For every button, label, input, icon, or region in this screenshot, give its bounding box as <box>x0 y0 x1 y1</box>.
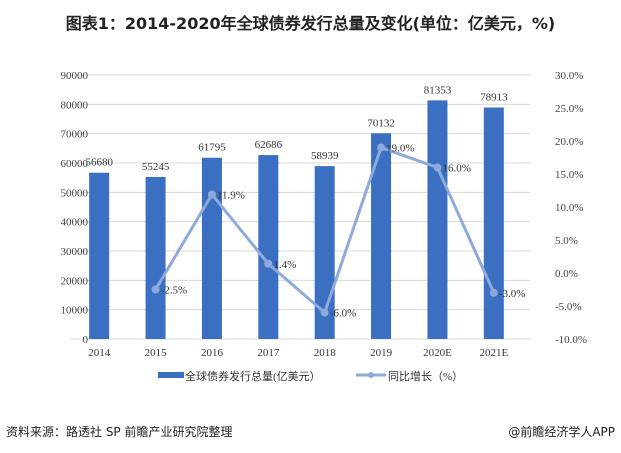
bar-label: 56680 <box>85 157 113 169</box>
line-label: 1.4% <box>273 259 296 271</box>
left-axis-tick: 70000 <box>61 129 89 141</box>
line-label: 19.0% <box>386 143 414 155</box>
credit: @前瞻经济学人APP <box>508 425 615 439</box>
bar <box>145 176 166 339</box>
left-axis-tick: 50000 <box>61 187 89 199</box>
x-axis-tick: 2021E <box>479 347 508 359</box>
right-axis-tick: -10.0% <box>555 334 587 346</box>
line-point <box>377 143 386 152</box>
line-label: 16.0% <box>442 162 470 174</box>
bar-label: 70132 <box>367 117 395 129</box>
line-point <box>489 288 498 297</box>
left-axis-tick: 40000 <box>61 217 89 229</box>
source-note: 资料来源：路透社 SP 前瞻产业研究院整理 <box>6 425 233 439</box>
bar-label: 61795 <box>198 142 226 154</box>
chart-title: 图表1：2014-2020年全球债券发行总量及变化(单位：亿美元，%) <box>65 14 556 33</box>
right-axis-tick: 30.0% <box>555 70 583 82</box>
bar-label: 81353 <box>424 84 452 96</box>
bar <box>427 100 448 339</box>
left-axis-tick: 90000 <box>61 70 89 82</box>
right-axis-tick: 15.0% <box>555 169 583 181</box>
line-label: 11.9% <box>217 189 245 201</box>
line-label: -6.0% <box>330 308 357 320</box>
line-point <box>264 259 273 268</box>
x-axis-tick: 2017 <box>257 347 280 359</box>
right-axis-tick: 10.0% <box>555 202 583 214</box>
x-axis-tick: 2018 <box>314 347 337 359</box>
left-axis-tick: 30000 <box>61 246 89 258</box>
bar <box>89 172 110 339</box>
x-axis-tick: 2014 <box>88 347 111 359</box>
bar-label: 58939 <box>311 150 339 162</box>
bar <box>258 155 279 339</box>
bar <box>201 157 222 339</box>
legend-line-label: 同比增长（%） <box>388 369 463 383</box>
bar-label: 78913 <box>480 92 508 104</box>
left-axis-tick: 10000 <box>61 305 89 317</box>
bar <box>371 133 392 339</box>
bar-label: 62686 <box>255 139 283 151</box>
x-axis-tick: 2016 <box>201 347 224 359</box>
right-axis-tick: 20.0% <box>555 136 583 148</box>
right-axis-tick: 25.0% <box>555 103 583 115</box>
left-axis-tick: 20000 <box>61 275 89 287</box>
legend-line-marker <box>368 372 374 378</box>
bar <box>483 107 504 339</box>
left-axis-tick: 80000 <box>61 99 89 111</box>
legend-bar-label: 全球债券发行总量(亿美元） <box>185 369 321 383</box>
right-axis-tick: 0.0% <box>555 268 578 280</box>
line-label: -3.0% <box>499 288 526 300</box>
x-axis-tick: 2020E <box>423 347 452 359</box>
bar-label: 55245 <box>142 161 170 173</box>
right-axis-tick: 5.0% <box>555 235 578 247</box>
line-point <box>320 308 329 317</box>
line-point <box>433 163 442 172</box>
line-point <box>207 190 216 199</box>
left-axis-tick: 0 <box>83 334 89 346</box>
x-axis-tick: 2015 <box>145 347 168 359</box>
line-point <box>151 285 160 294</box>
left-axis-tick: 60000 <box>61 158 89 170</box>
legend-bar-swatch <box>158 372 184 378</box>
line-label: -2.5% <box>161 285 188 297</box>
x-axis-tick: 2019 <box>370 347 393 359</box>
right-axis-tick: -5.0% <box>555 301 582 313</box>
